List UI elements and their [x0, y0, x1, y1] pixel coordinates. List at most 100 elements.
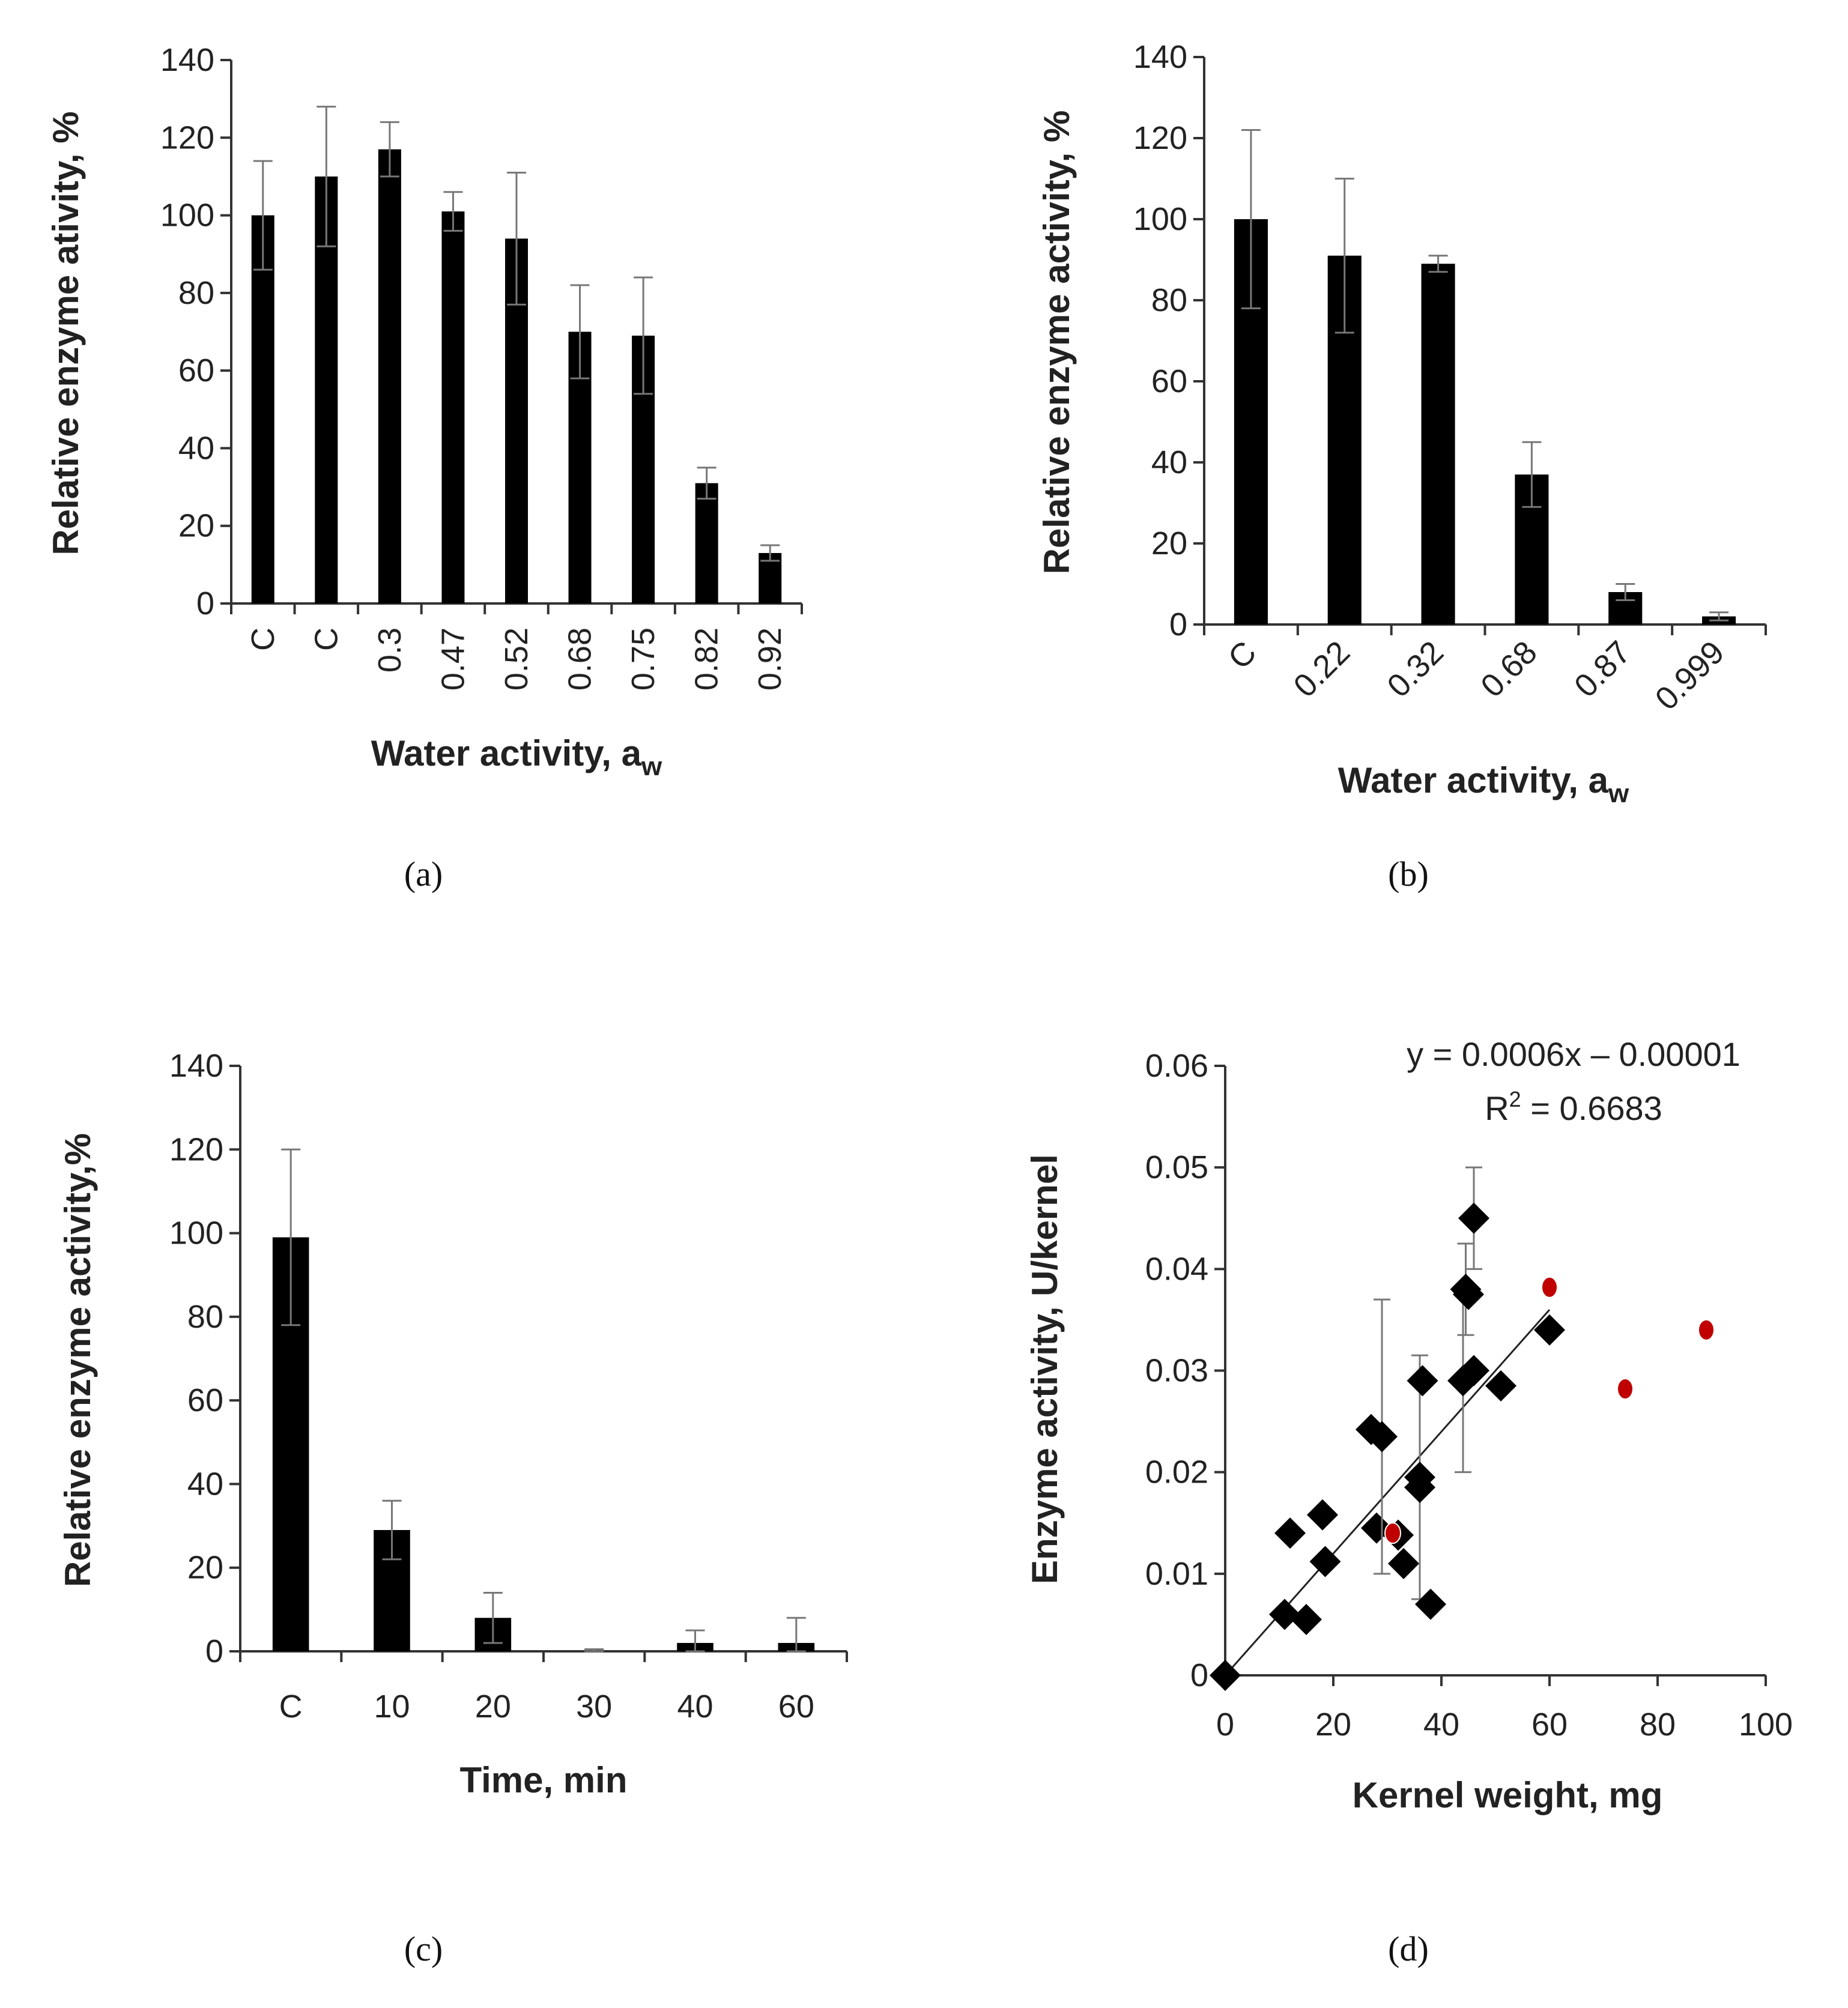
r-squared-label: R — [1485, 1089, 1509, 1127]
y-tick-label: 0.05 — [1145, 1149, 1208, 1185]
scatter-point — [1415, 1588, 1446, 1620]
scatter-point — [1453, 1278, 1484, 1310]
scatter-point-outlier — [1617, 1377, 1634, 1400]
chart-panel-a: 0 20 40 60 80 100 120 140 Relative enzyme ativit… — [46, 42, 803, 894]
x-tick-label: 0.32 — [1380, 634, 1450, 704]
trendline-equation: y = 0.0006x – 0.00001 — [1407, 1035, 1740, 1073]
x-tick-label: 0.47 — [435, 628, 471, 691]
y-tick-label: 140 — [160, 42, 214, 78]
y-tick-label: 100 — [169, 1215, 223, 1251]
x-axis-label-text: Water activity, a — [1338, 760, 1609, 800]
y-tick-label: 0.06 — [1145, 1048, 1208, 1084]
y-tick-label: 0 — [205, 1633, 223, 1669]
x-tick-label: 80 — [1640, 1707, 1676, 1743]
x-tick-label: 0 — [1216, 1707, 1234, 1743]
x-axis-label-subscript: w — [641, 752, 662, 781]
y-tick-label: 60 — [178, 352, 214, 389]
trendline — [1224, 1309, 1551, 1677]
scatter-point-outlier — [1698, 1319, 1715, 1341]
y-tick-label: 60 — [1151, 363, 1187, 399]
y-tick-label: 0.04 — [1145, 1251, 1208, 1287]
x-tick-label: 20 — [1315, 1707, 1351, 1743]
y-tick-label: 80 — [178, 275, 214, 311]
x-tick-label: 0.999 — [1649, 634, 1731, 717]
x-axis-label-subscript: w — [1608, 779, 1629, 808]
scatter-point-outlier — [1384, 1522, 1401, 1544]
scatter-point — [1210, 1660, 1241, 1691]
y-tick-label: 140 — [169, 1048, 223, 1084]
bar — [1421, 264, 1455, 624]
scatter-point — [1274, 1517, 1306, 1549]
scatter-point — [1407, 1365, 1438, 1397]
scatter-point — [1291, 1603, 1322, 1635]
bar — [441, 211, 465, 603]
x-tick-label: C — [279, 1689, 303, 1725]
x-tick-label: 0.68 — [562, 628, 598, 691]
y-axis-label: Relative enzyme ativity, % — [46, 111, 86, 555]
x-axis-label-text: Time, min — [460, 1760, 628, 1800]
y-axis-label: Enzyme activity, U/kernel — [1025, 1154, 1065, 1584]
r-squared-value: = 0.6683 — [1521, 1089, 1662, 1127]
x-tick-label: 0.68 — [1474, 634, 1544, 704]
y-tick-label: 60 — [187, 1382, 223, 1418]
y-tick-label: 0.02 — [1145, 1454, 1208, 1490]
x-tick-label: 0.3 — [372, 628, 408, 673]
x-tick-label: C — [308, 628, 344, 651]
x-tick-label: 60 — [1531, 1707, 1568, 1743]
x-tick-label: 40 — [677, 1689, 713, 1725]
scatter-point — [1458, 1202, 1489, 1234]
panel-caption: (d) — [1388, 1929, 1429, 1968]
x-tick-label: 0.82 — [689, 628, 725, 691]
scatter-point — [1404, 1472, 1435, 1504]
chart-panel-c: 0 20 40 60 80 100 120 140 Relative enzyme activi… — [58, 1048, 848, 1968]
y-tick-label: 120 — [1133, 120, 1187, 156]
y-tick-label: 80 — [187, 1299, 223, 1335]
scatter-point — [1269, 1598, 1300, 1630]
scatter-point — [1366, 1421, 1398, 1453]
y-tick-label: 40 — [1151, 444, 1187, 480]
y-tick-label: 0 — [1169, 606, 1187, 643]
x-tick-label: 0.75 — [625, 628, 661, 691]
x-axis-label-text: Water activity, a — [371, 733, 642, 773]
r-squared: R2 = 0.6683 — [1485, 1087, 1662, 1127]
scatter-point-outlier — [1541, 1276, 1558, 1298]
x-tick-label: 40 — [1423, 1707, 1459, 1743]
x-axis-label-text: Kernel weight, mg — [1353, 1775, 1663, 1815]
r-squared-superscript: 2 — [1509, 1087, 1521, 1111]
x-axis-label: Water activity, aw — [1338, 760, 1629, 808]
x-tick-label: 20 — [475, 1689, 511, 1725]
scatter-point — [1307, 1499, 1338, 1531]
panel-caption: (b) — [1388, 854, 1429, 894]
x-tick-label: 0.52 — [498, 628, 535, 691]
x-axis-label: Kernel weight, mg — [1353, 1775, 1663, 1815]
x-tick-label: C — [245, 628, 281, 651]
scatter-point — [1485, 1370, 1516, 1402]
y-tick-label: 100 — [1133, 201, 1187, 237]
scatter-point — [1309, 1546, 1341, 1577]
y-tick-label: 20 — [178, 508, 214, 544]
y-tick-label: 0.03 — [1145, 1353, 1208, 1389]
y-tick-label: 0 — [196, 585, 214, 621]
y-axis-label: Relative enzyme activity, % — [1037, 110, 1077, 575]
scatter-point — [1388, 1547, 1419, 1579]
scatter-point — [1534, 1314, 1565, 1346]
x-axis-label: Water activity, aw — [371, 733, 662, 781]
panel-caption: (c) — [404, 1929, 443, 1968]
y-tick-label: 80 — [1151, 282, 1187, 318]
y-tick-label: 40 — [178, 430, 214, 466]
bar — [378, 149, 401, 603]
y-tick-label: 140 — [1133, 39, 1187, 75]
bar — [315, 176, 338, 603]
y-tick-label: 20 — [1151, 525, 1187, 561]
y-tick-label: 40 — [187, 1466, 223, 1502]
y-axis-label: Relative enzyme activity,% — [58, 1133, 98, 1587]
bar — [695, 483, 718, 603]
y-tick-label: 0.01 — [1145, 1556, 1208, 1592]
x-tick-label: 10 — [374, 1689, 410, 1725]
x-axis-label: Time, min — [460, 1760, 628, 1800]
x-tick-label: 0.87 — [1568, 634, 1638, 704]
x-tick-label: 0.22 — [1286, 634, 1357, 704]
panel-caption: (a) — [404, 854, 443, 894]
y-tick-label: 20 — [187, 1550, 223, 1586]
